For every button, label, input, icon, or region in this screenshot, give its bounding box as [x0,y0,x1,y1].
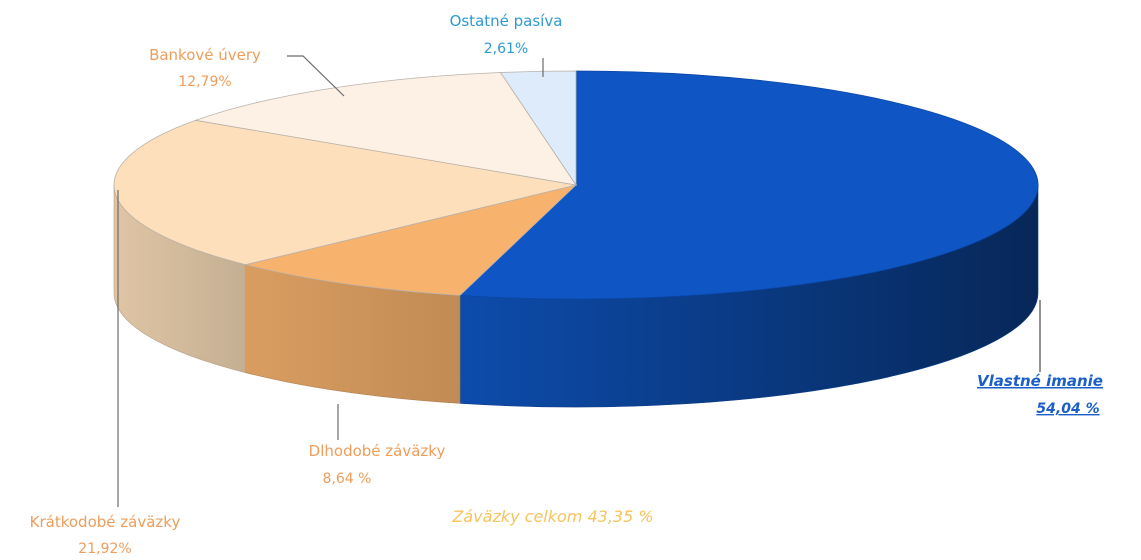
pie-slice-3 [193,72,577,186]
pie-slice-4 [499,70,577,187]
slice-label-vlastne-imanie: Vlastné imanie [977,372,1103,390]
slice-label-kratkodobe-zavazky: Krátkodobé záväzky [30,513,181,531]
pie-sides [113,184,1039,408]
slice-label-ostatne-pasiva: Ostatné pasíva [450,12,563,30]
slice-value-dlhodobe-zavazky: 8,64 % [323,471,372,487]
pie-slice-2 [113,119,577,266]
leader-lines [117,55,1041,507]
slice-label-dlhodobe-zavazky: Dlhodobé záväzky [309,442,446,460]
slice-labels: Vlastné imanie 54,04 % Dlhodobé záväzky 8,6… [30,12,1103,557]
slice-label-bankove-uvery: Bankové úvery [149,46,261,64]
pie-slice-1 [245,184,578,296]
slice-value-ostatne-pasiva: 2,61% [484,41,528,57]
pie-tops [113,70,1039,300]
annotation-zavazky-celkom: Záväzky celkom 43,35 % [451,507,653,526]
slice-value-vlastne-imanie: 54,04 % [1036,401,1099,417]
slice-value-kratkodobe-zavazky: 21,92% [78,541,131,557]
slice-value-bankove-uvery: 12,79% [178,74,231,90]
pie-slice-0 [459,70,1039,300]
leader-line-bankove-uvery [287,55,345,97]
